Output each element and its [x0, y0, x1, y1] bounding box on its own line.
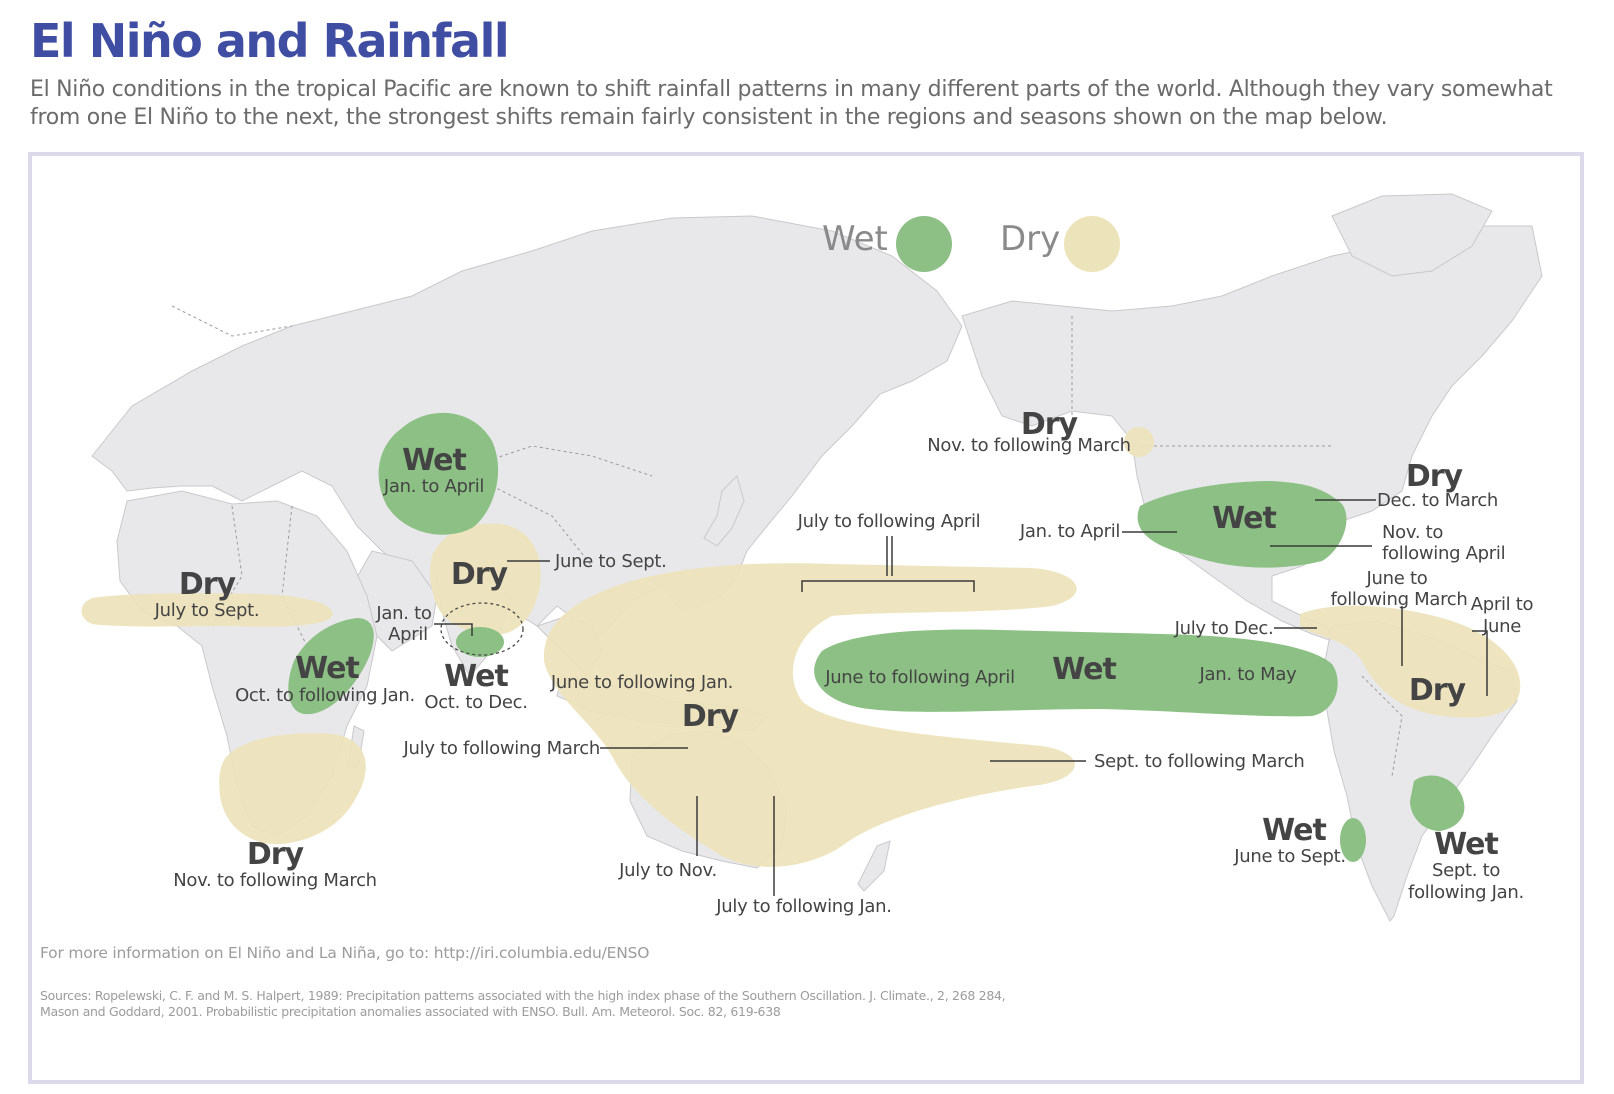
leader-northeast-brazil: [1472, 630, 1488, 696]
season-label-indonesia-north: June to following Jan.: [550, 672, 733, 693]
region-label-central-pacific-wet: Wet: [1052, 652, 1116, 687]
info-link-text: For more information on El Niño and La N…: [40, 944, 650, 962]
season-label-nsa-a2: following March: [1330, 589, 1467, 610]
border-line: [171, 305, 293, 337]
season-label-east-africa: Oct. to following Jan.: [235, 685, 415, 706]
season-label-pacific-northwest: Nov. to following March: [927, 435, 1131, 456]
dry-area-sahel: [81, 593, 333, 627]
season-label-sri-lanka-a: Jan. to: [375, 603, 431, 624]
dry-area-southern-africa: [219, 733, 366, 845]
season-label-nsa-b1: April to: [1471, 594, 1534, 615]
region-label-southern-africa: Dry: [247, 837, 305, 872]
legend-dry-label: Dry: [1000, 219, 1060, 259]
region-label-pacific-northwest: Dry: [1021, 407, 1079, 442]
dry-area-india: [429, 523, 541, 635]
season-label-australia-south: July to Nov.: [618, 860, 717, 881]
wet-area-east-africa: [288, 618, 374, 715]
season-label-southern-us-west: Jan. to April: [1019, 521, 1120, 542]
border-line: [411, 445, 653, 477]
season-label-southern-us-east-a: Nov. to: [1382, 522, 1443, 543]
season-label-sri-lanka-b: April: [388, 624, 428, 645]
region-label-sri-lanka: Wet: [444, 659, 508, 694]
border-line: [491, 485, 593, 567]
wet-area-southeast-south-america: [1410, 775, 1465, 831]
sources-text: Sources: Ropelewski, C. F. and M. S. Hal…: [40, 988, 1140, 1020]
page-subtitle: El Niño conditions in the tropical Pacif…: [30, 77, 1553, 130]
wet-area-sri-lanka: [456, 627, 504, 657]
season-label-sesa-a: Sept. to: [1432, 860, 1500, 881]
season-label-south-pacific-dry: Sept. to following March: [1094, 751, 1305, 772]
season-label-central-pacific-dry: July to following April: [797, 511, 981, 532]
season-label-southern-us-east-b: following April: [1382, 543, 1505, 564]
sources-line: Sources: Ropelewski, C. F. and M. S. Hal…: [40, 988, 1006, 1003]
region-label-east-africa: Wet: [295, 651, 359, 686]
season-label-australia-southeast: July to following Jan.: [715, 896, 891, 917]
area-layer: [81, 412, 1521, 867]
dry-area-northern-south-america: [1300, 605, 1521, 718]
region-label-southeast-south-america: Wet: [1434, 827, 1498, 862]
season-label-chile: June to Sept.: [1233, 846, 1346, 867]
season-label-central-pacific-wet-west: June to following April: [824, 667, 1015, 688]
border-line: [1361, 675, 1403, 777]
leader-sri-lanka: [434, 623, 473, 636]
region-label-ohio-valley: Dry: [1406, 459, 1464, 494]
region-label-india: Dry: [451, 557, 509, 592]
page-title: El Niño and Rainfall: [30, 14, 510, 68]
region-label-northern-south-america: Dry: [1409, 673, 1467, 708]
region-label-sahel: Dry: [179, 567, 237, 602]
legend-dry-swatch: [1064, 216, 1120, 272]
season-label-nsa-c: July to Dec.: [1174, 618, 1274, 639]
wet-area-central-pacific: [814, 629, 1338, 717]
season-label-central-pacific-wet-east: Jan. to May: [1199, 664, 1298, 685]
legend-wet-label: Wet: [822, 219, 888, 259]
south-india-outline: [440, 602, 524, 656]
dry-area-indonesia-australia: [543, 563, 1077, 867]
wet-area-chile: [1340, 818, 1366, 862]
season-label-india: June to Sept.: [554, 551, 667, 572]
region-label-southern-us: Wet: [1212, 501, 1276, 536]
season-label-nsa-b2: June: [1482, 616, 1521, 637]
land-greenland: [1331, 193, 1493, 277]
region-label-indonesia-australia: Dry: [682, 699, 740, 734]
land-japan: [703, 475, 745, 547]
season-label-sahel: July to Sept.: [154, 600, 260, 621]
wet-area-central-asia: [378, 412, 499, 535]
leader-pacific-bracket: [801, 536, 975, 592]
season-label-nsa-a1: June to: [1366, 568, 1428, 589]
season-label-central-asia: Jan. to April: [383, 476, 484, 497]
season-label-ohio-valley: Dec. to March: [1377, 490, 1498, 511]
dry-area-pacific-northwest: [1124, 427, 1154, 457]
season-label-sri-lanka-c: Oct. to Dec.: [424, 692, 527, 713]
region-label-central-asia: Wet: [402, 443, 466, 478]
leader-lines: [434, 499, 1488, 896]
season-label-southern-africa: Nov. to following March: [173, 870, 377, 891]
region-labels: Wet Jan. to April Dry June to Sept. Jan.…: [154, 407, 1534, 917]
region-label-chile: Wet: [1262, 813, 1326, 848]
season-label-indonesia-west: July to following March: [403, 738, 601, 759]
legend-wet-swatch: [896, 216, 952, 272]
land-new-zealand: [857, 840, 891, 892]
legend: Wet Dry: [822, 216, 1120, 272]
world-map: Wet Dry: [81, 193, 1543, 922]
season-label-sesa-b: following Jan.: [1408, 882, 1524, 903]
sources-line: Mason and Goddard, 2001. Probabilistic p…: [40, 1004, 781, 1019]
